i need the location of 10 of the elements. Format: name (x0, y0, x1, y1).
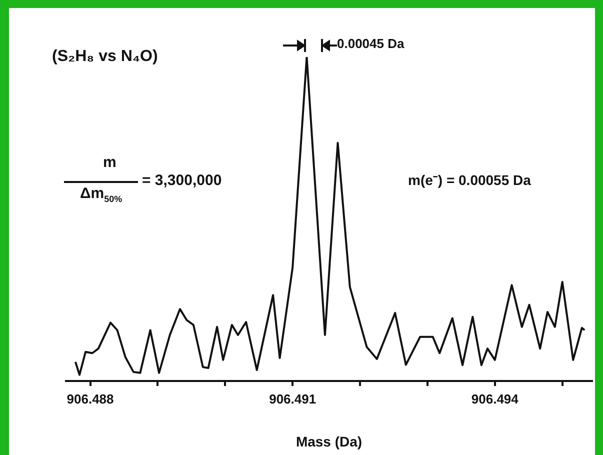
annotation: Δm$_{50%}$ (80, 185, 122, 204)
text: 0.00045 Da (337, 36, 404, 51)
x-axis-title: Mass (Da) (296, 433, 362, 450)
x-tick-label: 906.494 (471, 391, 520, 406)
annotation: m (103, 154, 116, 171)
x-tick-label: 906.491 (269, 391, 316, 406)
annotation: (S₂H₈ vs N₄O) (52, 48, 158, 66)
x-tick-label: 906.488 (66, 391, 114, 406)
annotation: m(e⁻) = 0.00055 Da (408, 171, 531, 189)
annotation: = 3,300,000 (142, 172, 222, 189)
